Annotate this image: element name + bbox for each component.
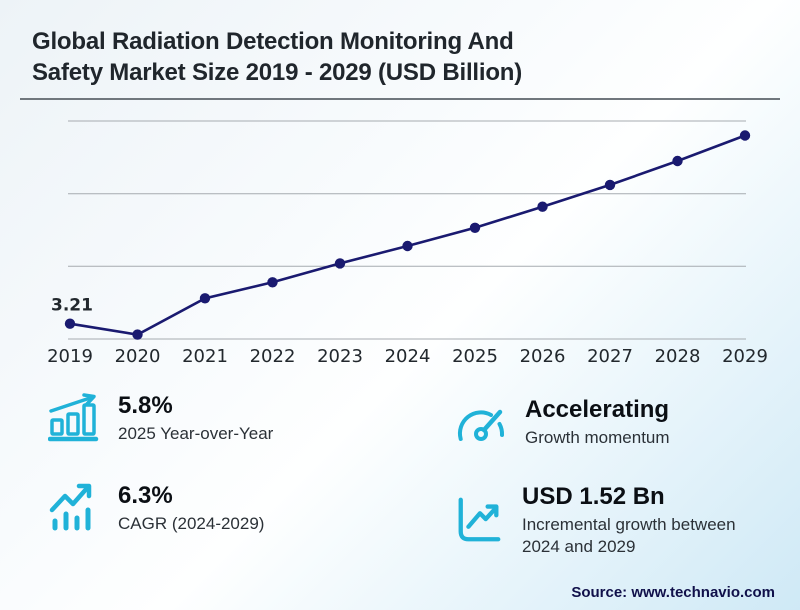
stat-yoy: 5.8% 2025 Year-over-Year [48, 392, 273, 445]
data-point-2022 [267, 277, 278, 288]
x-axis-label: 2027 [587, 346, 633, 367]
data-point-2026 [537, 201, 548, 212]
point-label: 3.21 [51, 296, 93, 316]
page-title-line2: Safety Market Size 2019 - 2029 (USD Bill… [32, 59, 523, 86]
x-axis-label: 2019 [47, 346, 93, 367]
stat-value: Accelerating [525, 396, 670, 423]
data-point-2025 [469, 222, 481, 233]
bar-chart-rising-icon [48, 393, 102, 443]
stat-incremental-growth: USD 1.52 Bn Incremental growth between 2… [452, 483, 737, 558]
trend-bars-icon [48, 483, 102, 533]
data-point-2023 [334, 258, 346, 269]
data-point-2024 [402, 240, 413, 252]
stat-label: Growth momentum [525, 427, 670, 447]
x-axis-label: 2025 [452, 346, 498, 367]
x-axis-label: 2029 [722, 346, 768, 367]
stat-value: 6.3% [118, 482, 173, 509]
x-axis-label: 2022 [250, 346, 296, 367]
stat-label: CAGR (2024-2029) [118, 513, 265, 533]
x-axis-label: 2026 [520, 346, 566, 367]
stat-value: 5.8% [118, 392, 173, 419]
stat-momentum: Accelerating Growth momentum [455, 396, 670, 449]
x-axis-label: 2023 [317, 346, 363, 367]
page-title: Global Radiation Detection Monitoring An… [32, 26, 732, 88]
data-point-2021 [199, 293, 211, 304]
page-title-line1: Global Radiation Detection Monitoring An… [32, 28, 514, 55]
x-axis-label: 2021 [182, 346, 228, 367]
chart-growth-icon [452, 495, 506, 545]
gauge-icon [455, 397, 509, 447]
source-attribution: Source: www.technavio.com [571, 584, 775, 601]
stat-label: 2025 Year-over-Year [118, 423, 274, 443]
data-point-2029 [739, 130, 751, 141]
series-line [69, 134, 746, 336]
data-point-2020 [132, 329, 143, 340]
stat-label: Incremental growth between 2024 and 2029 [522, 514, 736, 556]
x-axis-label: 2020 [115, 346, 161, 367]
stat-value: USD 1.52 Bn [522, 483, 665, 510]
stat-cagr: 6.3% CAGR (2024-2029) [48, 482, 264, 535]
x-axis-label: 2028 [655, 346, 701, 367]
title-divider [20, 98, 780, 100]
data-point-2019 [64, 318, 76, 329]
x-axis-label: 2024 [385, 346, 431, 367]
data-point-2028 [672, 155, 683, 167]
data-point-2027 [604, 179, 616, 191]
